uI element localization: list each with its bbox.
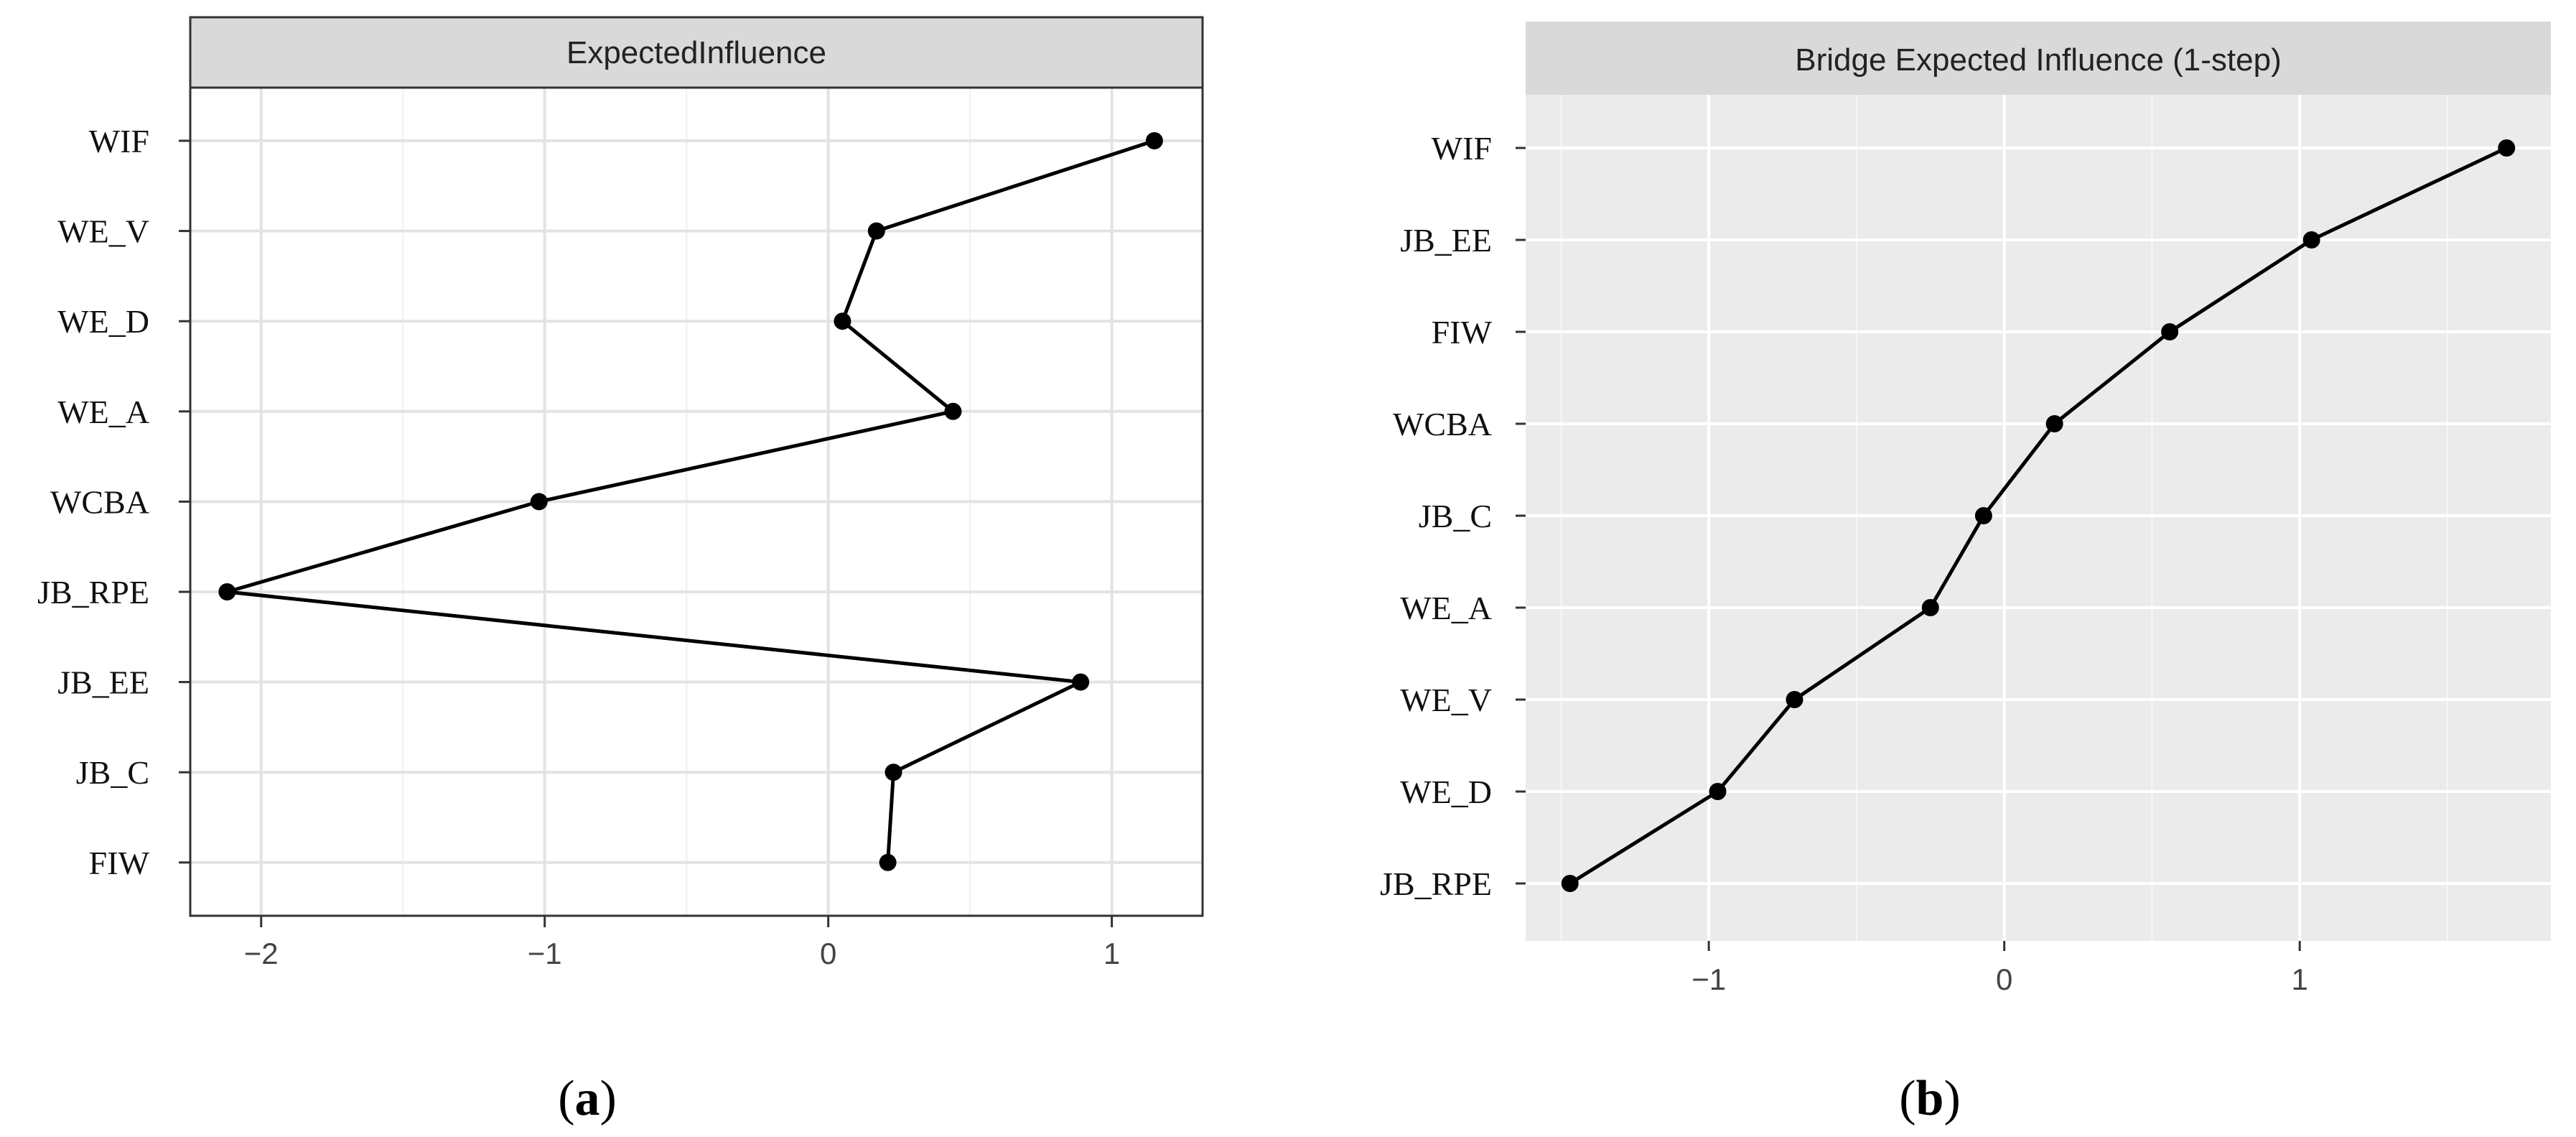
series-line	[218, 132, 1163, 871]
y-tick-label: WE_V	[1400, 682, 1492, 718]
y-tick-label: WCBA	[1393, 406, 1492, 442]
strip-background	[1526, 22, 2551, 95]
y-tick-label: WE_V	[57, 213, 149, 250]
data-point	[2498, 139, 2516, 157]
gridlines	[1526, 95, 2551, 941]
x-tick-label: 1	[2292, 962, 2308, 996]
y-tick-label: WCBA	[50, 483, 149, 520]
data-point	[1072, 673, 1090, 691]
panel-border	[189, 16, 1204, 917]
caption-b: (b)	[1899, 1071, 1961, 1126]
y-tick-label: JB_C	[1419, 498, 1492, 534]
y-tick-label: JB_EE	[57, 664, 149, 701]
y-tick-label: JB_C	[76, 754, 149, 791]
chart-bridge-expected-influence: Bridge Expected Influence (1-step) WIF JB…	[1380, 22, 2551, 1126]
chart-expected-influence: ExpectedInfluence WIF WE_V WE_D WE_A WCBA JB_…	[37, 16, 1204, 1126]
y-tick-label: WIF	[89, 123, 149, 159]
x-axis: −1 0 1	[1691, 941, 2308, 996]
y-tick-label: JB_RPE	[37, 574, 149, 611]
y-tick-label: FIW	[89, 845, 150, 881]
chart-title: ExpectedInfluence	[566, 35, 826, 70]
data-point	[2302, 231, 2320, 249]
strip-background	[190, 17, 1203, 88]
data-point	[867, 222, 885, 240]
x-tick-label: −1	[528, 937, 562, 970]
x-tick-label: −1	[1691, 962, 1726, 996]
x-axis: −2 −1 0 1	[244, 916, 1120, 970]
y-tick-label: FIW	[1432, 314, 1493, 351]
caption-letter: a	[575, 1071, 600, 1126]
data-point	[1709, 783, 1727, 800]
x-tick-label: 0	[1996, 962, 2012, 996]
y-tick-label: WE_A	[1400, 590, 1492, 626]
chart-title: Bridge Expected Influence (1-step)	[1795, 42, 2282, 78]
data-point	[2161, 323, 2179, 340]
y-tick-label: JB_RPE	[1380, 865, 1492, 902]
y-tick-label: WE_D	[1400, 774, 1492, 810]
data-point	[1561, 875, 1579, 892]
x-tick-label: 1	[1103, 937, 1120, 970]
y-axis: WIF WE_V WE_D WE_A WCBA JB_RPE JB_EE JB_C FIW	[37, 123, 190, 881]
data-point	[218, 583, 236, 600]
x-tick-label: −2	[244, 937, 279, 970]
y-tick-label: WIF	[1432, 130, 1492, 167]
data-point	[885, 764, 902, 781]
caption-a: (a)	[558, 1071, 617, 1126]
panel-background	[1526, 95, 2551, 941]
data-point	[530, 493, 548, 511]
data-point	[1921, 599, 1939, 616]
y-tick-label: WE_D	[57, 303, 149, 340]
data-point	[1974, 507, 1992, 524]
gridlines	[190, 88, 1203, 916]
data-point	[2045, 415, 2063, 432]
y-tick-label: WE_A	[57, 394, 149, 430]
y-axis: WIF JB_EE FIW WCBA JB_C WE_A WE_V WE_D JB_RPE	[1380, 130, 1526, 902]
data-point	[834, 312, 851, 330]
caption-letter: b	[1916, 1071, 1944, 1126]
data-point	[879, 853, 897, 871]
y-tick-label: JB_EE	[1400, 222, 1492, 259]
series-line	[1561, 139, 2516, 892]
data-point	[1786, 691, 1803, 708]
data-point	[1145, 132, 1163, 149]
data-point	[944, 402, 962, 420]
x-tick-label: 0	[820, 937, 836, 970]
